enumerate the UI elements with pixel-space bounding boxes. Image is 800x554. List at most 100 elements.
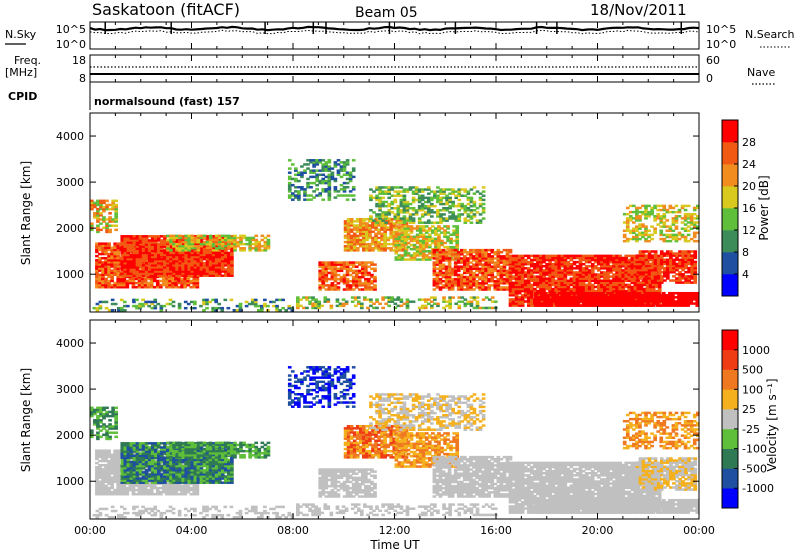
power-cell	[631, 291, 636, 295]
power-cell	[469, 277, 473, 281]
power-cell	[202, 240, 207, 244]
power-cell	[114, 214, 119, 217]
power-cell	[349, 218, 354, 221]
power-cell	[449, 237, 453, 241]
power-cell	[211, 262, 216, 265]
power-cell	[381, 213, 385, 216]
power-cell	[421, 229, 426, 232]
power-cell	[163, 249, 167, 253]
power-cell	[403, 239, 408, 243]
power-cell	[596, 277, 601, 280]
power-cell	[537, 298, 541, 301]
power-cell	[306, 177, 310, 181]
power-cell	[190, 242, 195, 246]
power-cell	[542, 285, 546, 289]
power-cell	[630, 267, 635, 270]
power-cell	[508, 302, 513, 305]
power-cell	[397, 235, 402, 239]
power-cell	[472, 192, 477, 195]
power-cell	[113, 261, 117, 264]
power-cell	[171, 279, 175, 283]
power-cell	[368, 242, 372, 246]
power-cell	[126, 235, 131, 238]
power-cell	[517, 262, 522, 266]
power-cell	[236, 240, 240, 244]
power-cell	[217, 262, 222, 265]
power-cell	[435, 253, 440, 256]
power-cell	[606, 275, 610, 278]
power-cell	[153, 304, 158, 308]
power-cell	[566, 271, 571, 274]
power-cell	[362, 228, 366, 231]
power-cell	[393, 206, 398, 210]
power-cell	[214, 309, 218, 312]
power-cell	[364, 273, 368, 277]
power-cell	[367, 279, 371, 283]
power-cell	[534, 300, 538, 303]
power-cell	[558, 291, 563, 295]
power-cell	[196, 244, 201, 248]
power-cell	[548, 269, 552, 272]
power-cell	[263, 247, 268, 250]
power-cell	[367, 286, 371, 289]
power-cell	[163, 266, 167, 269]
power-cell	[211, 274, 216, 277]
power-cell	[342, 188, 347, 191]
power-cell	[364, 279, 368, 283]
power-cell	[378, 186, 382, 189]
power-cell	[138, 264, 143, 267]
power-cell	[153, 298, 158, 302]
power-cell	[108, 212, 112, 215]
power-cell	[499, 255, 504, 258]
power-cell	[431, 231, 435, 234]
power-cell	[636, 289, 641, 293]
power-cell	[539, 262, 543, 266]
power-cell	[345, 171, 350, 174]
power-cell	[111, 205, 115, 209]
power-cell	[126, 245, 131, 248]
power-cell	[333, 196, 338, 199]
power-cell	[445, 196, 449, 200]
power-cell	[172, 242, 176, 246]
power-cell	[230, 253, 234, 257]
power-cell	[475, 253, 479, 256]
power-cell	[637, 294, 642, 297]
power-cell	[220, 262, 225, 265]
power-cell	[107, 285, 111, 289]
power-cell	[408, 202, 413, 206]
power-cell	[377, 224, 381, 227]
power-cell	[514, 271, 519, 274]
power-cell	[523, 267, 528, 270]
power-cell	[126, 239, 131, 242]
power-cell	[392, 240, 397, 244]
power-cell	[517, 283, 522, 287]
power-cell	[362, 222, 366, 225]
power-cell	[566, 260, 571, 264]
power-cell	[630, 285, 635, 289]
power-cell	[306, 167, 310, 170]
power-cell	[214, 266, 219, 269]
power-cell	[433, 192, 437, 195]
power-cell	[505, 275, 510, 279]
power-cell	[144, 300, 148, 304]
power-cell	[441, 259, 446, 262]
power-cell	[508, 285, 513, 289]
power-cell	[107, 283, 111, 287]
power-cell	[202, 270, 207, 273]
power-cell	[508, 269, 513, 272]
power-cell	[381, 190, 385, 193]
power-cell	[622, 304, 627, 307]
power-cell	[399, 190, 404, 193]
power-cell	[496, 257, 501, 260]
power-cell	[472, 284, 476, 287]
power-cell	[601, 300, 605, 303]
power-cell	[199, 234, 204, 238]
power-cell	[123, 247, 128, 250]
power-cell	[202, 253, 207, 257]
power-cell	[481, 257, 485, 260]
power-cell	[421, 245, 426, 249]
power-cell	[463, 277, 467, 281]
power-cell	[135, 262, 140, 265]
power-cell	[420, 215, 425, 218]
power-cell	[345, 284, 350, 287]
